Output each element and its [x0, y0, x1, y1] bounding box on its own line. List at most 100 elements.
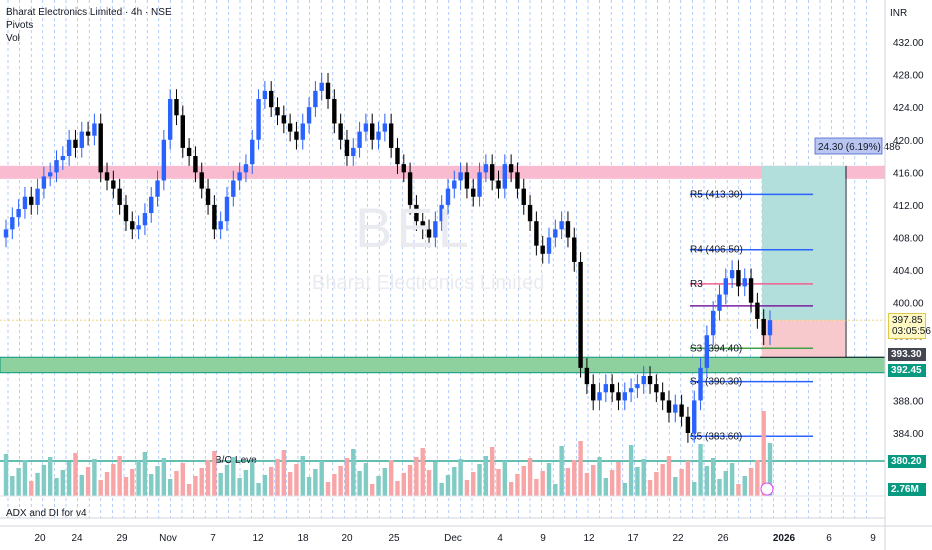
time-tick: 26	[717, 533, 729, 544]
candle-body	[445, 188, 451, 205]
candle-body	[591, 384, 596, 401]
candle-body	[515, 172, 520, 189]
time-tick: 4	[497, 533, 503, 544]
volume-bar	[426, 470, 432, 496]
symbol-title[interactable]: Bharat Electronics Limited · 4h · NSE	[6, 7, 172, 18]
volume-bar	[420, 448, 425, 496]
volume-bar	[654, 472, 659, 496]
time-tick: 12	[583, 533, 595, 544]
candle-body	[483, 164, 489, 173]
volume-bar	[647, 480, 653, 496]
volume-bar	[243, 470, 249, 496]
candle-body	[313, 90, 318, 108]
volume-bar	[294, 464, 299, 496]
candle-body	[471, 188, 476, 197]
alert-icon[interactable]	[760, 482, 774, 496]
volume-bar	[262, 475, 268, 496]
measure-label: 24.30 (6.19%) 486	[818, 142, 901, 153]
candle-body	[66, 139, 72, 157]
price-tick: 432.00	[893, 38, 924, 49]
candle-body	[231, 180, 236, 197]
volume-indicator-label[interactable]: Vol	[6, 33, 20, 44]
candle-body	[351, 147, 356, 157]
volume-bar	[130, 469, 135, 496]
volume-bar	[3, 454, 9, 496]
candle-body	[572, 237, 577, 262]
candle-body	[710, 310, 716, 336]
candle-body	[218, 221, 223, 230]
candle-body	[458, 172, 463, 181]
volume-bar	[553, 484, 558, 496]
candle-body	[546, 237, 552, 254]
candle-body	[597, 392, 602, 401]
candle-body	[3, 229, 9, 238]
volume-bar	[161, 458, 167, 496]
candle-body	[79, 131, 84, 148]
volume-bar	[565, 468, 571, 496]
pivot-label: R4 (406.50)	[690, 245, 743, 256]
volume-bar	[79, 475, 84, 496]
volume-bar	[224, 465, 230, 496]
volume-bar	[471, 472, 476, 496]
candle-body	[10, 217, 15, 230]
volume-bar	[313, 469, 318, 496]
candle-body	[357, 131, 362, 148]
candle-body	[344, 139, 350, 157]
volume-bar	[370, 484, 375, 496]
volume-bar	[35, 473, 40, 496]
candle-body	[616, 392, 621, 401]
pivots-indicator-label[interactable]: Pivots	[6, 20, 34, 31]
candle-body	[47, 172, 53, 177]
time-tick: 7	[210, 533, 216, 544]
candle-body	[224, 196, 230, 222]
candle-body	[748, 278, 754, 303]
adx-indicator-label[interactable]: ADX and DI for v4	[6, 508, 87, 519]
candle-body	[268, 90, 274, 108]
volume-bar	[22, 460, 28, 496]
volume-bar	[534, 479, 539, 496]
volume-bar	[351, 449, 356, 496]
candle-body	[237, 172, 242, 181]
candle-body	[243, 164, 249, 173]
volume-bar	[250, 462, 255, 496]
volume-bar	[401, 473, 406, 496]
volume-bar	[104, 472, 110, 496]
volume-bar	[452, 467, 457, 496]
candle-body	[673, 404, 678, 413]
volume-bar	[16, 468, 21, 496]
volume-bar	[641, 459, 646, 496]
candle-body	[92, 123, 97, 136]
breakout-label: B/O Leve	[215, 455, 257, 466]
volume-bar	[275, 459, 280, 496]
bar-countdown: 03:05:56	[892, 326, 931, 337]
candle-body	[60, 156, 66, 161]
price-tick: 424.00	[893, 103, 924, 114]
candle-body	[193, 156, 198, 173]
volume-bar	[666, 456, 672, 496]
volume-bar	[186, 484, 192, 496]
candle-body	[534, 221, 539, 246]
candle-body	[54, 160, 59, 173]
currency-label: INR	[890, 8, 907, 19]
price-tick: 412.00	[893, 201, 924, 212]
volume-bar	[73, 453, 78, 496]
candle-body	[376, 131, 381, 140]
level-gray-badge: 393.30	[888, 348, 926, 361]
volume-bar	[85, 467, 91, 496]
volume-bar	[155, 466, 160, 496]
volume-bar	[698, 444, 703, 496]
candle-body	[584, 367, 590, 385]
candle-body	[212, 204, 217, 230]
candle-body	[704, 335, 710, 368]
time-tick: 9	[540, 533, 546, 544]
volume-bar	[363, 463, 369, 496]
volume-bar	[433, 462, 438, 496]
volume-bar	[344, 458, 350, 496]
candle-body	[16, 208, 21, 218]
candle-body	[287, 123, 293, 132]
candle-body	[123, 204, 129, 222]
candle-body	[540, 245, 545, 254]
candle-body	[161, 139, 167, 181]
candle-body	[174, 99, 179, 116]
